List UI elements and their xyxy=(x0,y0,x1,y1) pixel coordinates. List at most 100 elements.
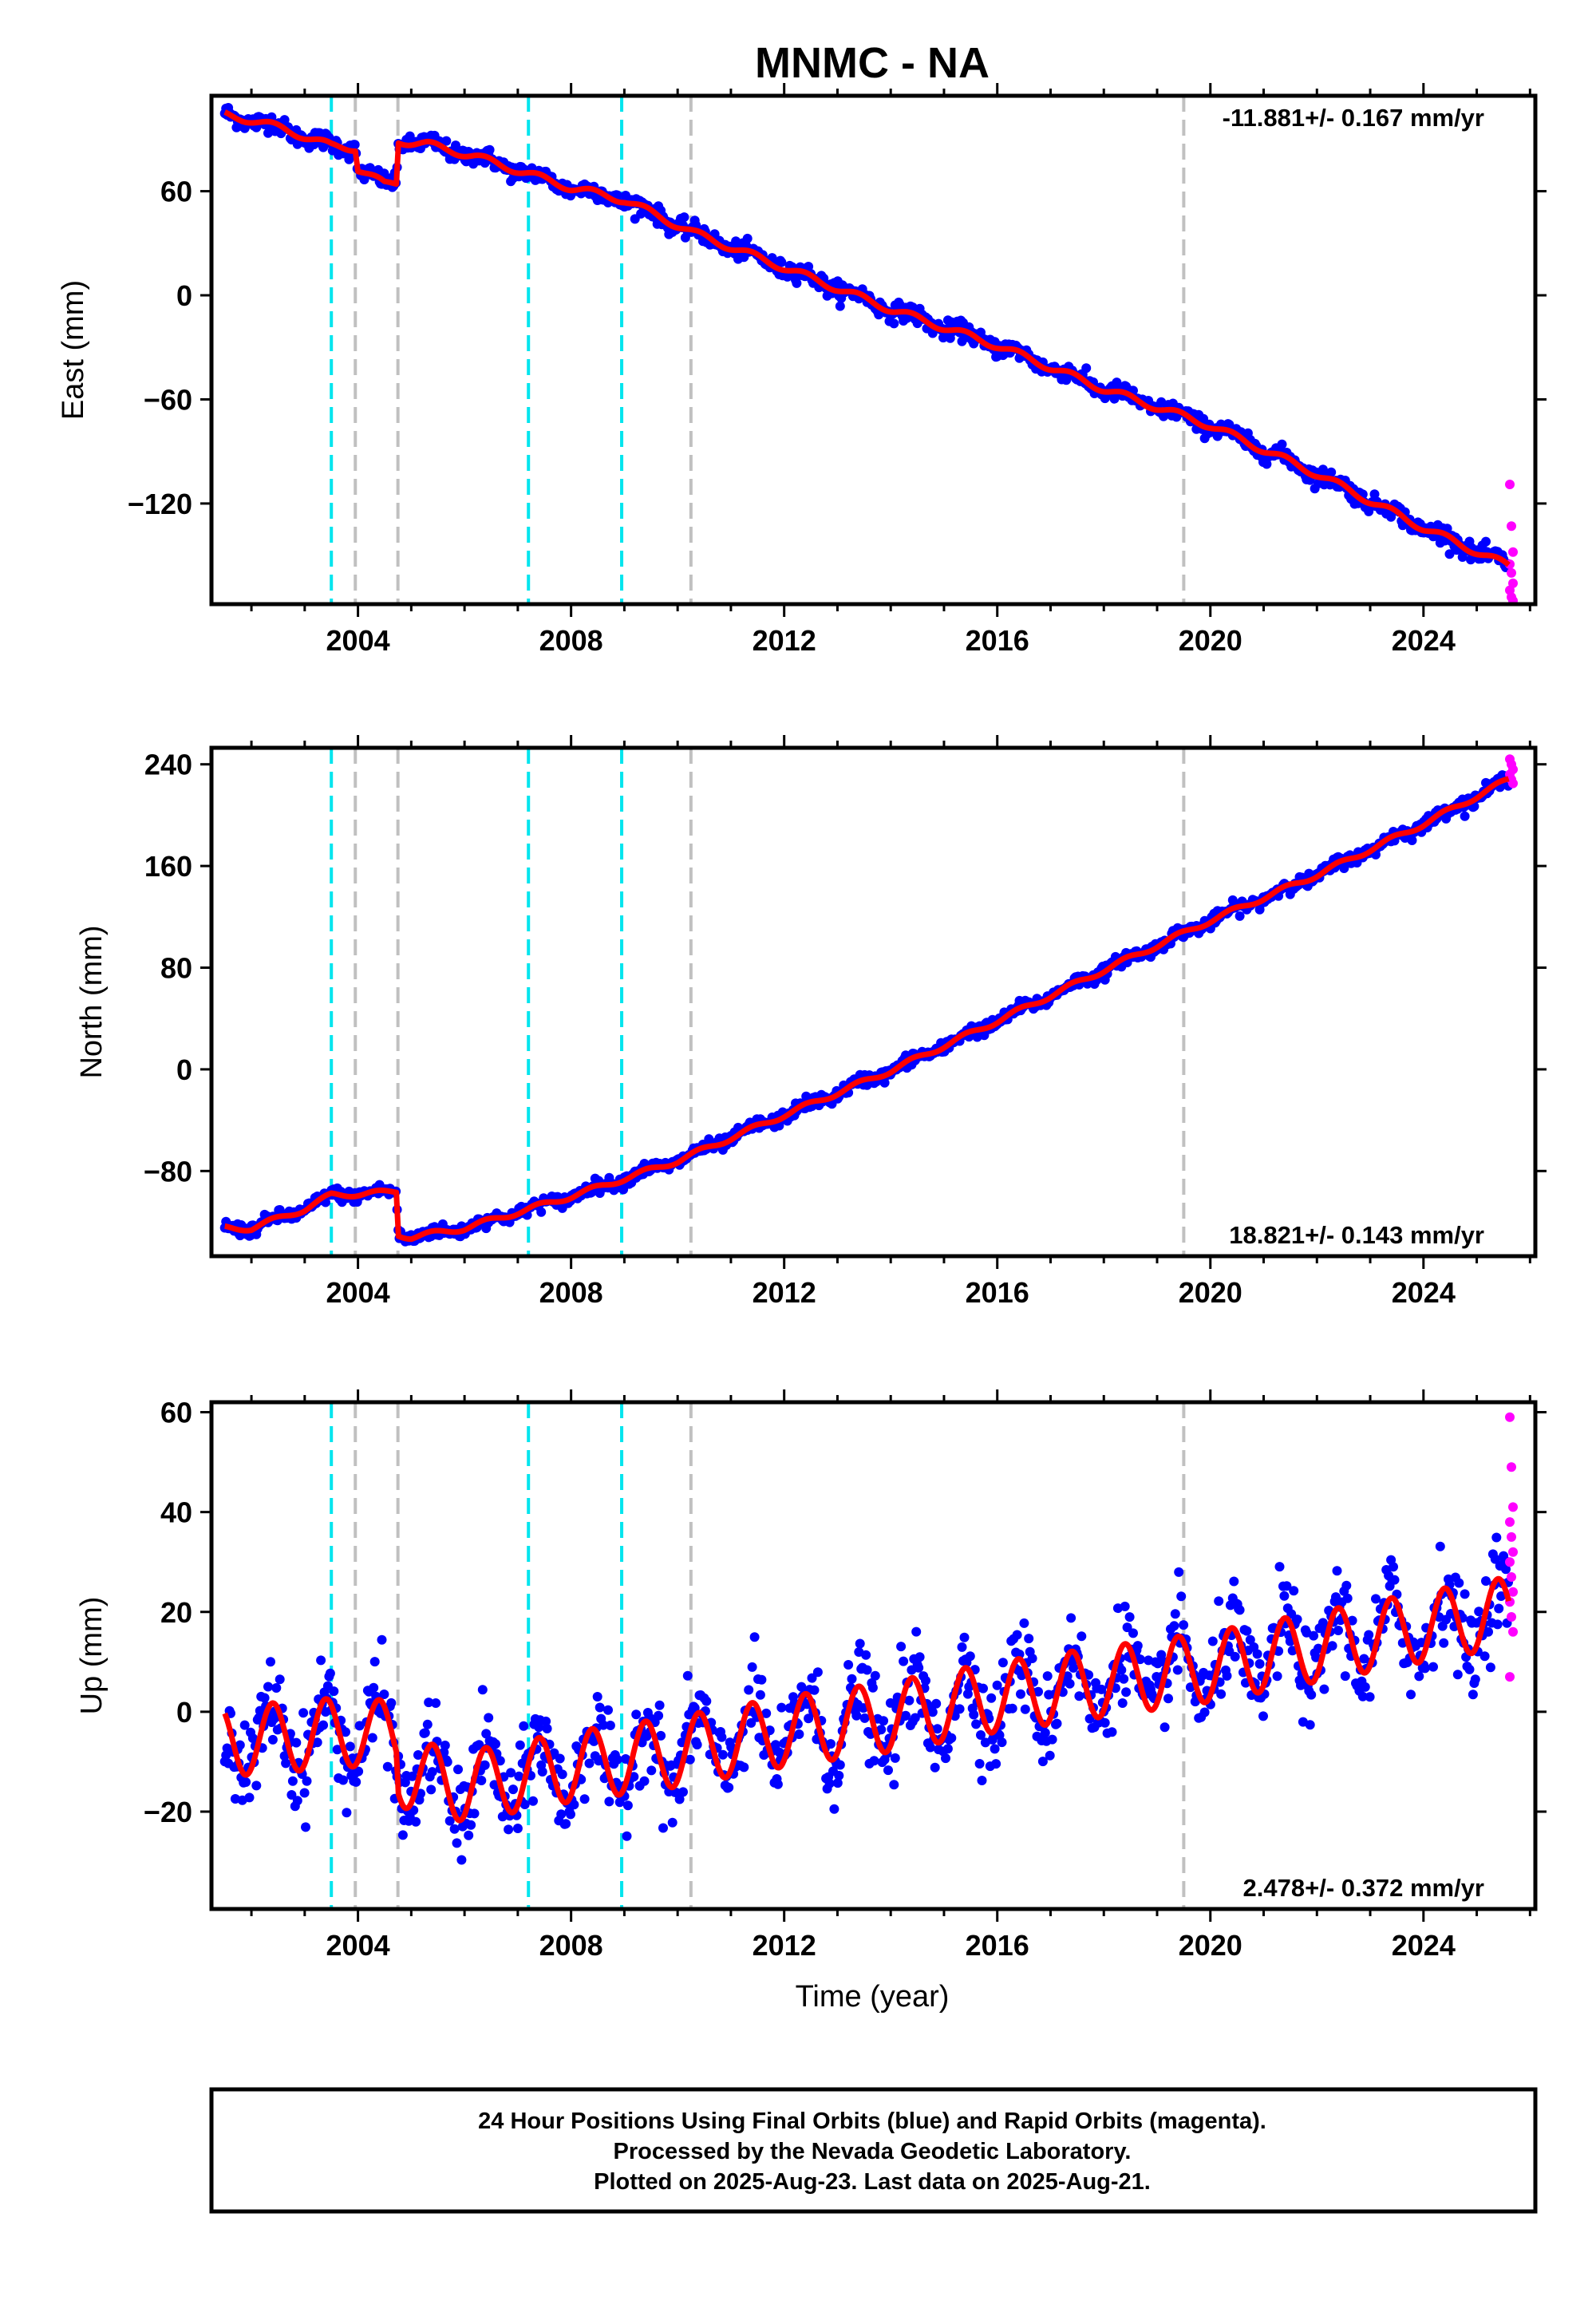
data-point xyxy=(1214,1596,1224,1607)
data-point xyxy=(484,144,495,155)
data-point xyxy=(1340,1671,1350,1682)
data-point xyxy=(1112,377,1122,388)
data-point xyxy=(1327,1641,1337,1651)
data-point xyxy=(974,1759,985,1769)
data-point xyxy=(1364,1630,1374,1640)
data-point xyxy=(921,1675,930,1686)
data-point xyxy=(1100,1717,1110,1728)
data-point xyxy=(941,1753,950,1764)
data-point xyxy=(757,1674,767,1685)
x-tick-label: 2012 xyxy=(753,1929,816,1962)
data-point xyxy=(1439,1638,1449,1648)
data-point xyxy=(1454,1578,1464,1588)
data-point xyxy=(440,1741,450,1750)
data-point xyxy=(557,1769,567,1780)
data-point xyxy=(1172,1665,1183,1675)
data-point xyxy=(267,1734,278,1745)
data-point xyxy=(794,1729,804,1739)
data-point xyxy=(426,1784,437,1795)
data-point xyxy=(1169,1621,1179,1631)
panel-north: −80 0 80 160 240 2004 2008 2012 2016 2020 2024 Nort… xyxy=(75,735,1547,1309)
data-point xyxy=(1222,1670,1232,1681)
data-point xyxy=(986,1693,997,1703)
model-line-up xyxy=(222,1575,1511,1824)
data-point xyxy=(658,1823,668,1833)
data-point xyxy=(744,1685,754,1695)
data-point xyxy=(251,1781,262,1791)
data-point xyxy=(386,1698,397,1708)
y-tick-label: 40 xyxy=(160,1496,192,1529)
data-point xyxy=(889,1780,899,1790)
y-tick-label: 0 xyxy=(176,279,192,312)
data-point xyxy=(431,1698,441,1708)
data-point xyxy=(1470,1674,1480,1685)
data-point xyxy=(298,1708,309,1718)
x-tick-label: 2012 xyxy=(753,624,816,657)
data-point xyxy=(605,1721,615,1730)
data-point xyxy=(1492,1619,1503,1630)
data-point xyxy=(1163,1694,1173,1704)
model-line-east xyxy=(222,109,1511,567)
data-point xyxy=(536,1207,547,1217)
data-point xyxy=(369,1657,380,1667)
data-point xyxy=(452,1838,462,1848)
data-point xyxy=(739,1762,749,1773)
data-point xyxy=(826,1739,836,1749)
data-point xyxy=(1365,1692,1375,1702)
data-point xyxy=(755,1690,765,1700)
data-point xyxy=(969,1709,979,1720)
data-point xyxy=(1389,1575,1400,1585)
data-point xyxy=(1277,439,1287,449)
data-point xyxy=(422,1719,433,1729)
data-point xyxy=(359,175,369,184)
footer-line-2: Processed by the Nevada Geodetic Laborat… xyxy=(614,2139,1132,2164)
y-tick-label: −120 xyxy=(128,488,192,520)
data-point xyxy=(1452,1670,1463,1680)
x-tick-label: 2020 xyxy=(1179,624,1242,657)
data-point xyxy=(717,1749,728,1760)
panel-up: −20 0 20 40 60 2004 2008 2012 2016 2020 2024 Up (mm… xyxy=(75,1389,1547,1962)
data-point xyxy=(1420,1663,1430,1674)
rapid-orbit-points-up xyxy=(1505,1412,1518,1682)
data-point xyxy=(879,1077,890,1088)
rapid-point xyxy=(1508,1626,1518,1637)
y-axis-label: Up (mm) xyxy=(75,1597,109,1715)
data-point xyxy=(1464,1664,1475,1674)
x-tick-label: 2012 xyxy=(753,1276,816,1309)
data-point xyxy=(883,1765,893,1776)
data-point xyxy=(1077,1631,1087,1642)
data-point xyxy=(654,1710,664,1721)
rapid-point xyxy=(1507,1532,1516,1542)
data-point xyxy=(427,1767,437,1777)
data-point xyxy=(1174,1567,1184,1577)
y-axis-label: East (mm) xyxy=(57,280,90,420)
x-tick-label: 2020 xyxy=(1179,1929,1242,1962)
data-point xyxy=(1020,1704,1030,1714)
data-point xyxy=(1047,1734,1057,1745)
data-point xyxy=(1066,1613,1077,1623)
data-point xyxy=(1124,1612,1135,1622)
data-point xyxy=(701,1696,712,1706)
x-axis-label: Time (year) xyxy=(796,1980,950,2014)
rate-label: -11.881+/- 0.167 mm/yr xyxy=(1223,104,1484,132)
data-point xyxy=(930,1762,940,1773)
data-point xyxy=(679,212,689,223)
rapid-point xyxy=(1505,480,1515,489)
data-point xyxy=(977,1776,987,1785)
data-point xyxy=(244,1792,255,1803)
data-point xyxy=(411,1816,421,1827)
data-point xyxy=(959,1632,970,1642)
data-point xyxy=(1179,1620,1189,1630)
data-point xyxy=(870,1670,880,1681)
data-point xyxy=(477,1685,488,1695)
data-point xyxy=(954,1704,965,1714)
data-point xyxy=(271,1683,282,1693)
data-point xyxy=(992,1680,1002,1690)
y-tick-label: 80 xyxy=(160,952,192,985)
rapid-point xyxy=(1507,521,1516,532)
data-point xyxy=(776,257,787,267)
data-point xyxy=(1258,1711,1268,1721)
data-point xyxy=(1389,1562,1398,1572)
x-tick-label: 2004 xyxy=(326,1929,390,1962)
